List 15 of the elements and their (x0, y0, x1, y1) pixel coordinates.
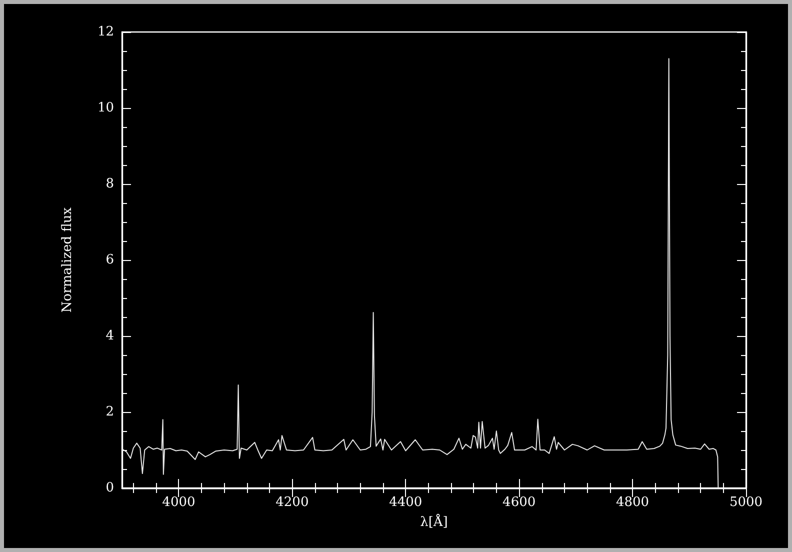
y-tick-label: 4 (106, 328, 114, 344)
x-tick-label: 4400 (389, 495, 422, 510)
x-tick-label: 4800 (616, 495, 650, 510)
x-tick-label: 5000 (729, 495, 763, 510)
x-tick-label: 4200 (276, 495, 309, 510)
y-tick-label: 8 (106, 176, 114, 192)
y-tick-label: 12 (97, 24, 114, 40)
x-tick-label: 4000 (162, 495, 196, 510)
x-axis-title: λ[Å] (420, 513, 448, 530)
y-tick-label: 10 (97, 100, 114, 116)
y-tick-label: 2 (106, 404, 114, 420)
y-tick-label: 6 (106, 252, 114, 268)
y-axis-title: Normalized flux (60, 206, 75, 313)
y-tick-label: 0 (106, 480, 114, 496)
x-tick-label: 4600 (502, 495, 536, 510)
